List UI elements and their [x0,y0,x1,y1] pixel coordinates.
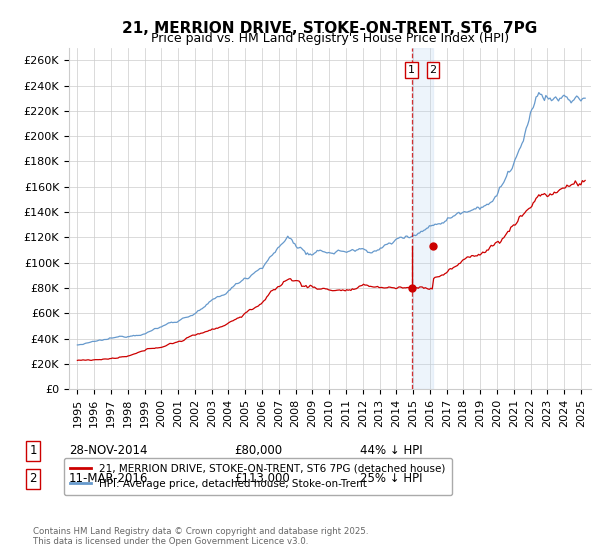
Bar [412,48,433,389]
Text: 28-NOV-2014: 28-NOV-2014 [69,444,148,458]
Text: 1: 1 [29,444,37,458]
Text: £80,000: £80,000 [234,444,282,458]
Text: 21, MERRION DRIVE, STOKE-ON-TRENT, ST6  7PG: 21, MERRION DRIVE, STOKE-ON-TRENT, ST6 7… [122,21,538,36]
Text: 25% ↓ HPI: 25% ↓ HPI [360,472,422,486]
Text: 1: 1 [408,65,415,75]
Text: 44% ↓ HPI: 44% ↓ HPI [360,444,422,458]
Text: 2: 2 [29,472,37,486]
Text: 11-MAR-2016: 11-MAR-2016 [69,472,148,486]
Text: Price paid vs. HM Land Registry's House Price Index (HPI): Price paid vs. HM Land Registry's House … [151,32,509,45]
Text: Contains HM Land Registry data © Crown copyright and database right 2025.
This d: Contains HM Land Registry data © Crown c… [33,526,368,546]
Text: 2: 2 [430,65,437,75]
Legend: 21, MERRION DRIVE, STOKE-ON-TRENT, ST6 7PG (detached house), HPI: Average price,: 21, MERRION DRIVE, STOKE-ON-TRENT, ST6 7… [64,458,452,495]
Text: £113,000: £113,000 [234,472,290,486]
